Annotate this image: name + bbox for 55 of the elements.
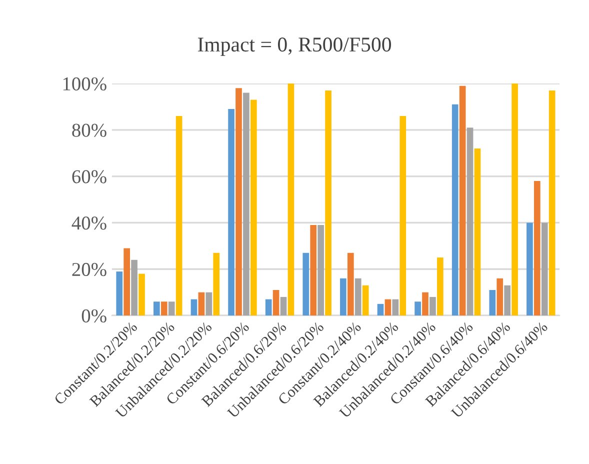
bar	[430, 296, 436, 316]
bar	[265, 299, 272, 316]
bar	[198, 292, 205, 316]
bar	[362, 285, 369, 316]
bar	[414, 302, 421, 316]
bar	[340, 278, 346, 316]
bar	[354, 278, 362, 316]
bar	[243, 92, 250, 316]
bar	[526, 222, 533, 316]
bar	[422, 292, 428, 316]
bar	[206, 292, 212, 316]
bar	[302, 252, 310, 316]
bar	[452, 104, 458, 316]
bar	[512, 84, 518, 316]
bar	[124, 248, 130, 316]
bar	[280, 296, 287, 316]
bar	[176, 116, 182, 316]
bar	[392, 299, 399, 316]
bar	[228, 109, 234, 316]
bar	[489, 290, 496, 316]
bar	[131, 260, 138, 316]
bar	[377, 304, 384, 316]
y-tick-label: 0%	[82, 309, 106, 323]
y-tick-label: 60%	[72, 170, 106, 184]
bar	[272, 290, 280, 316]
bar	[496, 278, 504, 316]
bar	[236, 88, 242, 316]
bar	[466, 128, 474, 316]
bar	[541, 222, 548, 316]
bar	[213, 252, 220, 316]
bar	[154, 302, 160, 316]
y-tick-label: 100%	[63, 77, 106, 91]
bar	[318, 225, 324, 316]
bar	[116, 271, 123, 316]
bar	[504, 285, 510, 316]
chart-title: Impact = 0, R500/F500	[198, 38, 392, 56]
y-tick-label: 40%	[72, 216, 106, 230]
bar	[288, 84, 294, 316]
bar	[347, 252, 354, 316]
bar	[400, 116, 406, 316]
y-tick-label: 80%	[72, 124, 106, 137]
bar	[250, 100, 257, 316]
bar	[160, 302, 168, 316]
bar	[548, 90, 556, 316]
bar	[168, 302, 175, 316]
bar	[310, 225, 317, 316]
bar	[474, 148, 481, 316]
bar	[190, 299, 198, 316]
bar	[437, 258, 444, 316]
bar	[534, 180, 540, 316]
bar	[325, 90, 332, 316]
y-tick-label: 20%	[72, 262, 106, 276]
bar	[138, 274, 145, 316]
bar	[459, 86, 466, 316]
bar	[384, 299, 392, 316]
